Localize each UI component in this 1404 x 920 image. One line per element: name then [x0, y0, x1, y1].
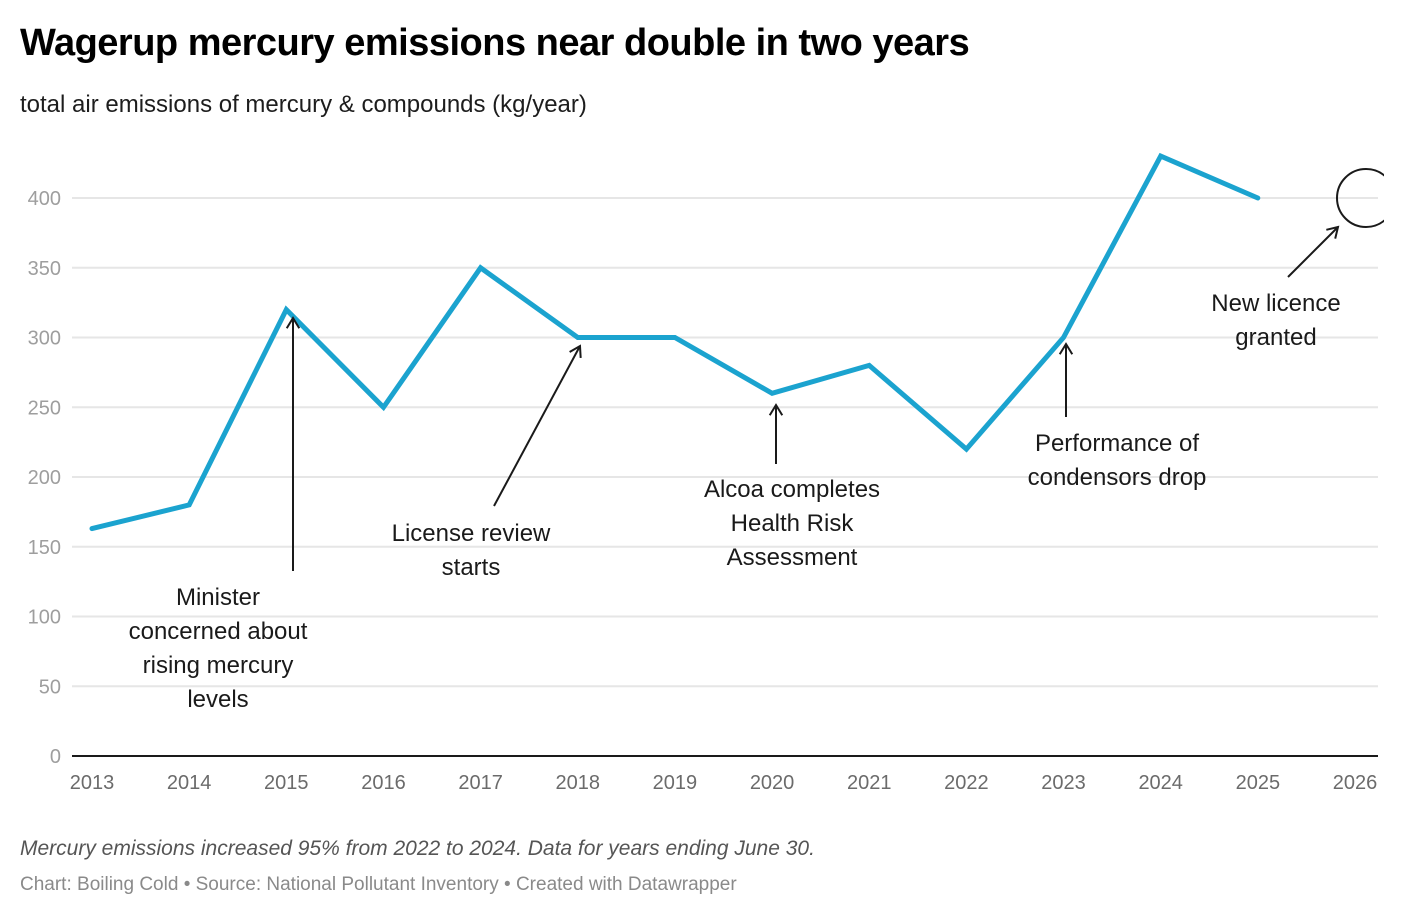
annotation: Minister concerned about rising mercury lev… [129, 316, 308, 713]
x-tick-label: 2026 [1333, 772, 1378, 794]
x-tick-label: 2023 [1041, 772, 1086, 794]
chart-byline: Chart: Boiling Cold • Source: National P… [20, 874, 737, 895]
annotation: Alcoa completes Health Risk Assessment [704, 403, 880, 571]
gridlines [72, 197, 1378, 688]
x-tick-label: 2016 [361, 772, 406, 794]
annotations: Minister concerned about rising mercury lev… [129, 168, 1384, 713]
arrowhead-icon [1326, 225, 1340, 239]
annotation: New licence granted [1211, 168, 1384, 351]
arrowhead-icon [285, 316, 301, 329]
annotation-text: Health Risk [731, 510, 855, 537]
x-tick-label: 2013 [70, 772, 115, 794]
arrowhead-icon [569, 344, 582, 359]
annotation-text: Alcoa completes [704, 476, 880, 503]
x-tick-label: 2024 [1138, 772, 1183, 794]
annotation-text: concerned about [129, 618, 308, 645]
x-tick-label: 2020 [750, 772, 795, 794]
annotation-text: Minister [176, 584, 260, 611]
y-tick-label: 0 [50, 746, 61, 768]
data-series [89, 152, 1261, 532]
y-tick-label: 200 [28, 467, 61, 489]
y-tick-label: 50 [39, 676, 61, 698]
annotation-text: License review [392, 520, 551, 547]
y-tick-label: 150 [28, 537, 61, 559]
y-tick-label: 400 [28, 188, 61, 210]
annotation-text: Performance of [1035, 430, 1199, 457]
y-tick-label: 250 [28, 397, 61, 419]
highlight-circle [1336, 168, 1384, 228]
y-tick-label: 100 [28, 607, 61, 629]
y-tick-label: 300 [28, 328, 61, 350]
annotation-arrow [1287, 226, 1339, 278]
y-axis-ticks: 0 50 100 150 200 250 300 350 400 [28, 188, 61, 768]
annotation-text: condensors drop [1028, 464, 1207, 491]
annotation-text: starts [442, 554, 501, 581]
annotation-arrow [493, 345, 581, 507]
arrowhead-icon [768, 403, 784, 416]
x-tick-label: 2021 [847, 772, 892, 794]
chart-title: Wagerup mercury emissions near double in… [20, 22, 970, 64]
annotation: Performance of condensors drop [1028, 342, 1207, 491]
annotation-text: Assessment [727, 544, 858, 571]
annotation-text: New licence [1211, 290, 1340, 317]
chart-note: Mercury emissions increased 95% from 202… [20, 837, 815, 860]
x-tick-label: 2015 [264, 772, 309, 794]
chart-subtitle: total air emissions of mercury & compoun… [20, 91, 587, 118]
x-tick-label: 2022 [944, 772, 989, 794]
annotation-text: rising mercury [143, 652, 294, 679]
annotation-text: levels [187, 686, 248, 713]
x-tick-label: 2014 [167, 772, 212, 794]
y-tick-label: 350 [28, 258, 61, 280]
x-tick-label: 2019 [653, 772, 698, 794]
x-tick-label: 2017 [458, 772, 503, 794]
x-tick-label: 2018 [556, 772, 601, 794]
x-axis-ticks: 2013 2014 2015 2016 2017 2018 2019 2020 2021 2022… [70, 772, 1378, 794]
annotation: License review starts [392, 344, 582, 581]
annotation-text: granted [1235, 324, 1316, 351]
x-tick-label: 2025 [1236, 772, 1281, 794]
arrowhead-icon [1058, 342, 1074, 355]
